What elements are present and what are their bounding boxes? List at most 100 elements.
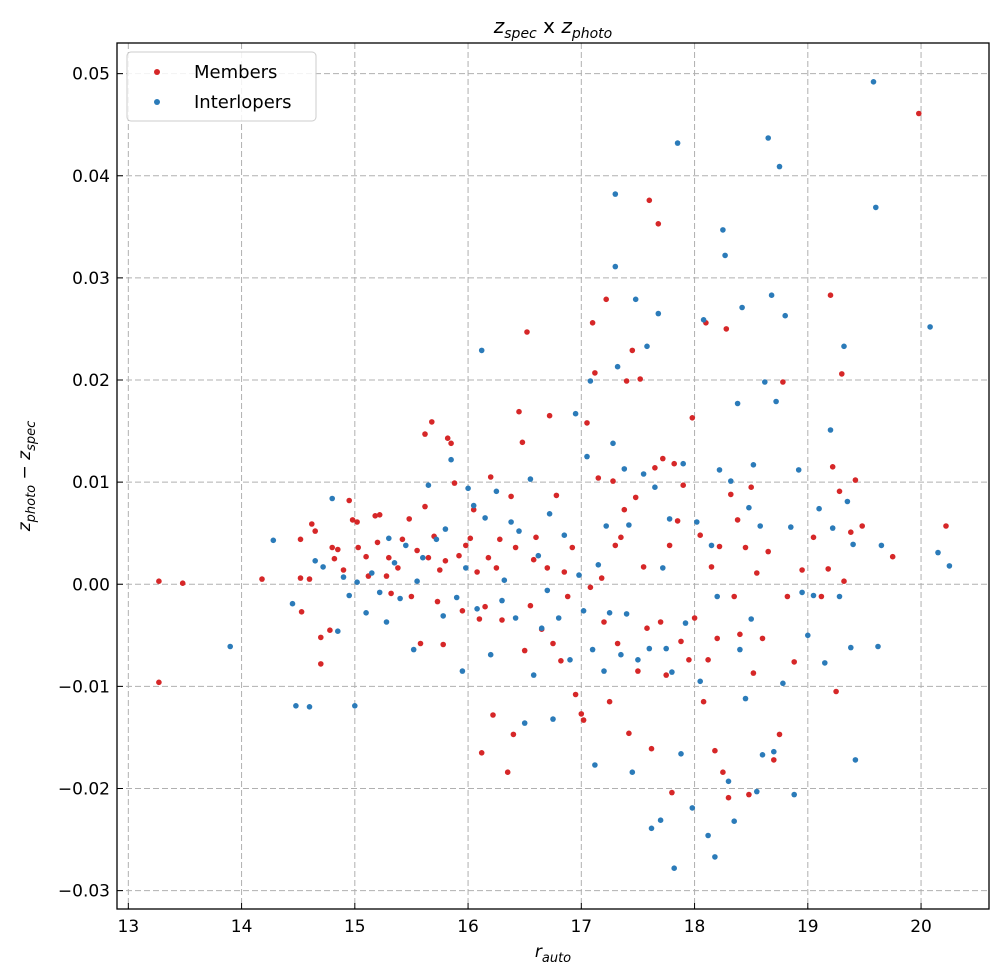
data-point-interlopers — [312, 558, 319, 564]
data-point-members — [839, 371, 845, 377]
data-point-interlopers — [742, 695, 749, 702]
data-point-members — [666, 542, 673, 549]
data-point-interlopers — [773, 398, 779, 405]
data-point-interlopers — [453, 594, 460, 601]
data-point-interlopers — [320, 564, 326, 570]
data-point-members — [746, 791, 752, 798]
data-point-interlopers — [270, 537, 277, 544]
data-point-interlopers — [657, 817, 664, 823]
data-point-members — [691, 615, 698, 621]
data-point-interlopers — [340, 574, 347, 580]
data-point-members — [720, 769, 726, 775]
data-point-interlopers — [737, 646, 743, 653]
y-tick-label: 0.05 — [72, 65, 110, 85]
y-tick-label: 0.03 — [72, 269, 110, 289]
data-point-members — [640, 564, 647, 570]
x-tick-label: 19 — [797, 917, 819, 937]
legend-label-interlopers: Interlopers — [194, 92, 292, 113]
data-point-interlopers — [440, 613, 447, 619]
data-point-interlopers — [799, 589, 805, 596]
legend-marker-interlopers — [154, 99, 160, 105]
data-point-interlopers — [635, 657, 641, 663]
data-point-members — [708, 564, 715, 570]
data-point-interlopers — [501, 577, 508, 583]
data-point-interlopers — [712, 854, 718, 860]
data-point-members — [437, 567, 443, 573]
data-point-members — [544, 565, 551, 571]
data-point-interlopers — [694, 519, 700, 525]
data-point-interlopers — [768, 292, 775, 299]
data-point-interlopers — [383, 619, 390, 625]
data-point-members — [487, 474, 494, 480]
data-point-members — [686, 657, 692, 663]
data-point-interlopers — [589, 646, 596, 653]
data-point-interlopers — [538, 625, 545, 631]
data-point-members — [592, 370, 598, 376]
data-point-interlopers — [841, 343, 847, 350]
data-point-interlopers — [731, 818, 737, 824]
data-point-interlopers — [354, 579, 360, 585]
data-point-members — [383, 573, 390, 579]
data-point-interlopers — [666, 516, 673, 522]
data-point-interlopers — [716, 467, 723, 473]
data-point-interlopers — [669, 669, 675, 675]
data-point-members — [504, 769, 511, 775]
data-point-members — [524, 329, 530, 335]
data-point-interlopers — [705, 832, 711, 839]
data-point-interlopers — [289, 600, 296, 607]
data-point-interlopers — [791, 791, 797, 798]
data-point-members — [298, 609, 305, 615]
x-tick-label: 15 — [344, 917, 366, 937]
data-point-interlopers — [546, 511, 553, 517]
data-point-interlopers — [652, 484, 658, 491]
data-point-members — [527, 602, 534, 609]
data-point-members — [776, 731, 783, 738]
x-tick-label: 18 — [684, 917, 706, 937]
data-point-interlopers — [771, 748, 777, 755]
data-point-members — [553, 492, 560, 499]
data-point-interlopers — [463, 565, 469, 571]
data-point-interlopers — [592, 762, 598, 768]
data-point-interlopers — [623, 611, 630, 617]
data-point-interlopers — [306, 704, 313, 710]
data-point-members — [297, 575, 304, 581]
y-tick-label: −0.03 — [58, 882, 110, 902]
y-tick-label: 0.00 — [72, 575, 110, 595]
data-point-interlopers — [822, 660, 828, 666]
data-point-members — [644, 625, 650, 631]
data-point-members — [784, 593, 791, 600]
data-point-interlopers — [442, 526, 449, 532]
data-point-members — [474, 569, 480, 575]
data-point-members — [546, 412, 553, 419]
data-point-members — [572, 691, 579, 698]
data-point-members — [859, 523, 865, 529]
data-point-interlopers — [521, 720, 528, 726]
data-point-interlopers — [873, 204, 879, 211]
data-point-members — [414, 547, 420, 554]
data-point-interlopers — [810, 592, 817, 599]
data-point-interlopers — [875, 643, 881, 650]
data-point-members — [442, 558, 449, 564]
data-point-members — [512, 544, 519, 551]
data-point-interlopers — [414, 578, 420, 584]
data-point-interlopers — [459, 668, 466, 674]
data-point-members — [799, 567, 805, 573]
data-point-interlopers — [935, 549, 941, 556]
data-point-members — [818, 593, 825, 600]
data-point-members — [632, 494, 639, 501]
data-point-interlopers — [748, 616, 754, 622]
data-point-members — [725, 794, 732, 801]
data-point-interlopers — [689, 805, 696, 811]
data-point-members — [852, 477, 859, 483]
data-point-interlopers — [508, 519, 514, 525]
data-point-interlopers — [618, 651, 624, 658]
data-point-interlopers — [754, 788, 760, 795]
data-point-members — [848, 529, 854, 535]
data-point-interlopers — [376, 589, 383, 596]
data-point-members — [780, 379, 786, 385]
data-point-interlopers — [739, 304, 745, 311]
data-point-interlopers — [335, 628, 341, 634]
data-point-members — [312, 528, 319, 534]
data-point-interlopers — [629, 769, 636, 775]
data-point-interlopers — [682, 620, 689, 626]
